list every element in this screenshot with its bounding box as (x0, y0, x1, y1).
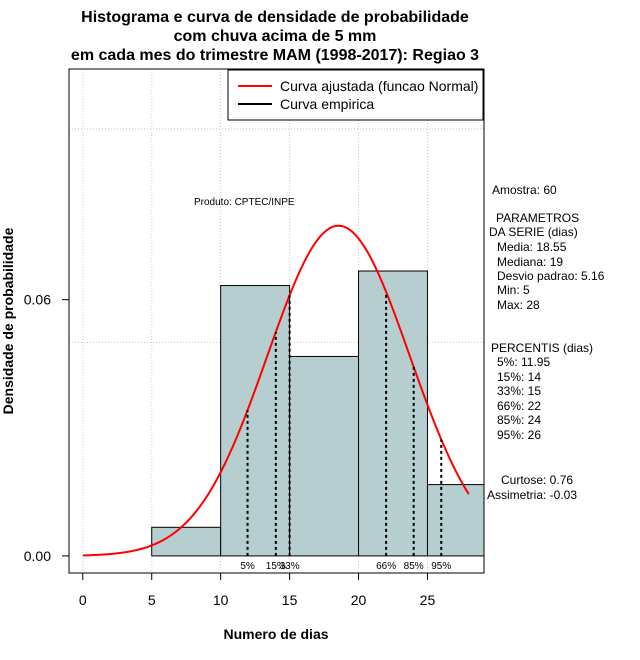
x-tick-label: 20 (351, 592, 367, 608)
y-axis-label: Densidade de probabilidade (0, 227, 16, 414)
percentile-label: 95% (431, 561, 451, 572)
stat-perc-header: PERCENTIS (dias) (491, 341, 593, 355)
stat-amostra: Amostra: 60 (492, 183, 557, 197)
y-tick-label: 0.00 (24, 548, 51, 564)
plot-frame (68, 68, 485, 574)
x-tick-label: 5 (148, 592, 156, 608)
stat-p33: 33%: 15 (497, 384, 541, 398)
percentile-label: 85% (404, 561, 424, 572)
histogram-bars (151, 270, 485, 557)
stat-p5: 5%: 11.95 (497, 355, 550, 369)
x-tick-label: 15 (282, 592, 298, 608)
stat-assimetria: Assimetria: -0.03 (487, 488, 577, 502)
histogram-bar (220, 285, 291, 557)
stat-desvio: Desvio padrao: 5.16 (497, 269, 605, 283)
chart-title-line-1: Histograma e curva de densidade de proba… (81, 9, 469, 26)
percentile-label: 15% (266, 561, 286, 572)
chart-title-line-3: em cada mes do trimestre MAM (1998-2017)… (71, 47, 479, 64)
stat-mediana: Mediana: 19 (497, 255, 563, 269)
percentile-label: 33% (280, 561, 300, 572)
stat-media: Media: 18.55 (497, 240, 567, 254)
stats-panel: Amostra: 60 PARAMETROS DA SERIE (dias) M… (487, 183, 605, 502)
stat-p85: 85%: 24 (497, 413, 541, 427)
stat-p66: 66%: 22 (497, 399, 541, 413)
x-axis-label: Numero de dias (223, 626, 328, 642)
product-label: Produto: CPTEC/INPE (194, 197, 295, 208)
stat-param-header-2: DA SERIE (dias) (489, 225, 578, 239)
legend-label-normal: Curva ajustada (funcao Normal) (280, 78, 478, 94)
stat-p95: 95%: 26 (497, 428, 541, 442)
stat-param-header-1: PARAMETROS (496, 211, 579, 225)
x-tick-label: 25 (420, 592, 436, 608)
chart-title-line-2: com chuva acima de 5 mm (174, 28, 377, 45)
stat-p15: 15%: 14 (497, 370, 541, 384)
x-tick-label: 10 (213, 592, 229, 608)
histogram-bar (358, 270, 428, 557)
stat-curtose: Curtose: 0.76 (501, 473, 573, 487)
histogram-bar (151, 526, 222, 557)
legend: Curva ajustada (funcao Normal) Curva emp… (227, 69, 484, 121)
stat-min: Min: 5 (497, 283, 530, 297)
percentile-markers: 5% 15%33% 66% 85% 95% (240, 291, 451, 572)
histogram-bar (289, 355, 360, 557)
histogram-bar (426, 484, 485, 557)
legend-label-empirical: Curva empirica (280, 96, 374, 112)
y-tick-label: 0.06 (24, 292, 51, 308)
stat-max: Max: 28 (497, 298, 540, 312)
x-tick-label: 0 (79, 592, 87, 608)
legend-box (227, 69, 484, 121)
percentile-label: 66% (376, 561, 396, 572)
percentile-label: 5% (240, 561, 255, 572)
